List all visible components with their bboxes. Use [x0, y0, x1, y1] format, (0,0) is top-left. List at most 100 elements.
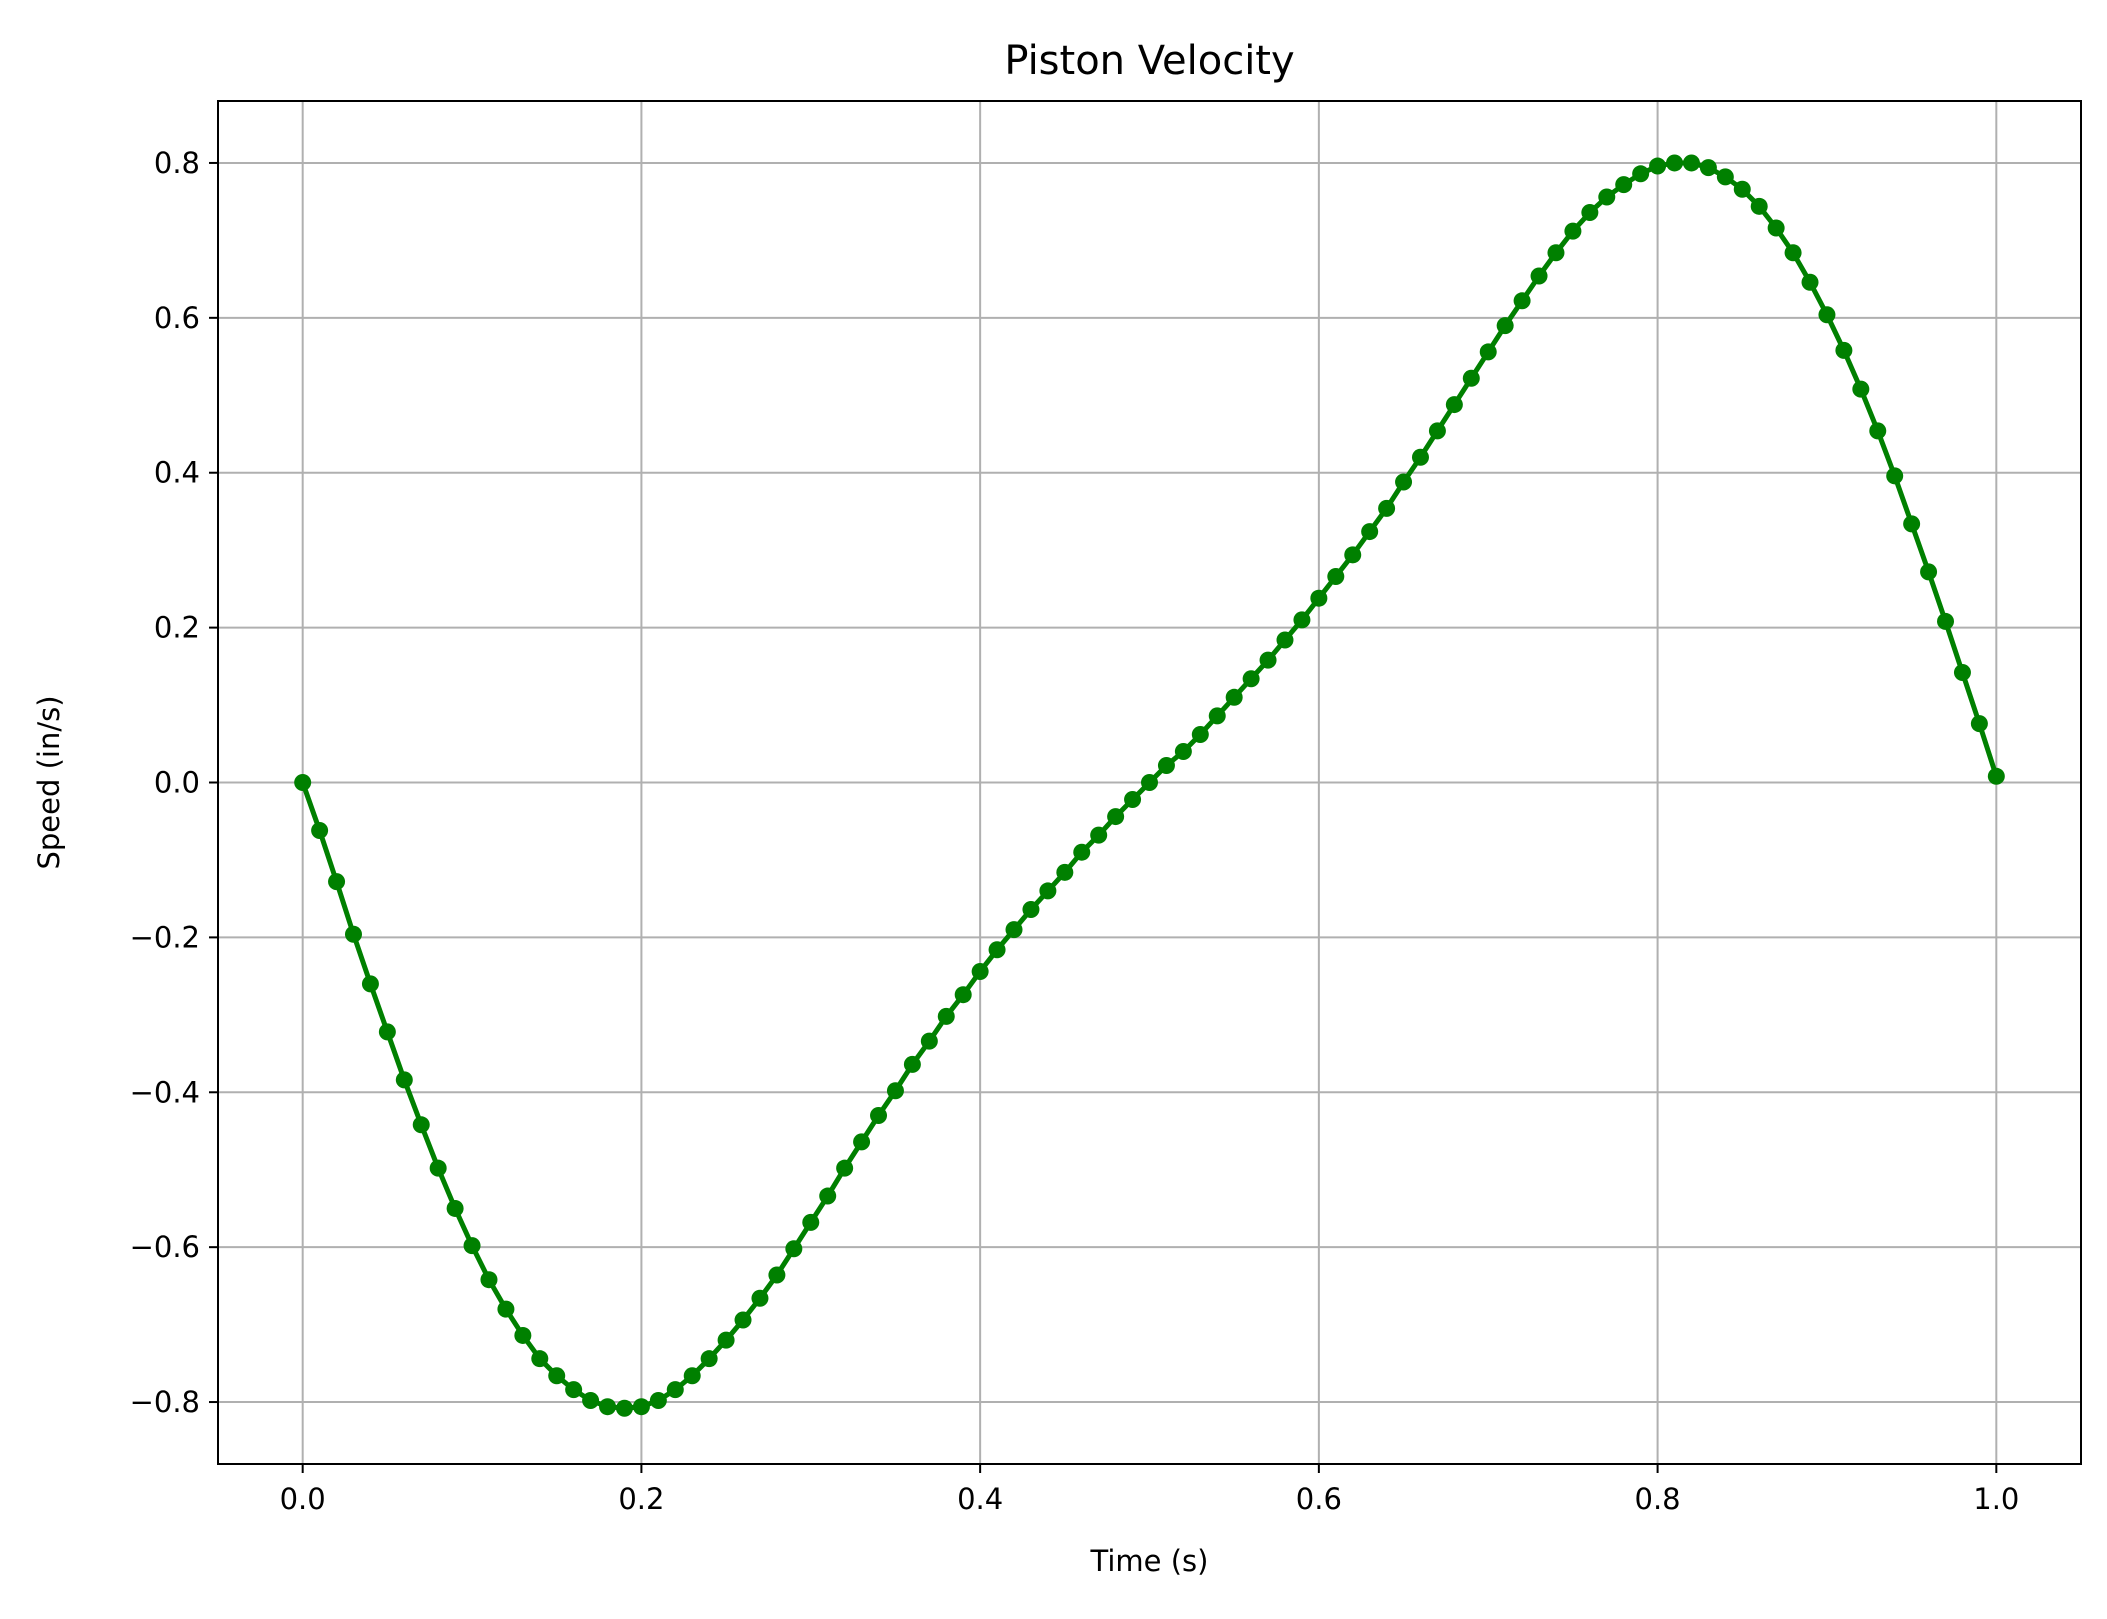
data-point — [1141, 774, 1158, 791]
data-point — [1242, 670, 1260, 688]
x-tick-label: 1.0 — [1973, 1482, 2019, 1516]
data-point — [954, 986, 972, 1004]
data-point — [886, 1082, 904, 1100]
data-point — [870, 1107, 888, 1125]
data-point — [920, 1032, 938, 1050]
data-point — [1479, 343, 1497, 361]
data-point — [1784, 244, 1802, 262]
data-point — [311, 822, 329, 840]
data-point — [1208, 707, 1226, 725]
data-point — [395, 1071, 413, 1089]
y-tick-label: 0.4 — [154, 456, 200, 490]
y-tick-label: −0.4 — [130, 1075, 200, 1109]
data-point — [1598, 188, 1616, 206]
data-point — [1903, 515, 1921, 533]
data-point — [1886, 467, 1904, 485]
data-point — [802, 1213, 820, 1231]
data-point — [1496, 317, 1514, 335]
data-point — [514, 1326, 532, 1344]
data-point — [582, 1392, 600, 1409]
x-tick-label: 0.4 — [957, 1482, 1003, 1516]
series-0 — [294, 154, 2005, 1417]
data-point — [1970, 715, 1988, 733]
data-point — [768, 1266, 786, 1284]
data-point — [1869, 422, 1887, 440]
data-point — [1310, 589, 1328, 607]
data-point — [1682, 154, 1700, 172]
data-point — [1937, 612, 1955, 630]
data-point — [1987, 767, 2005, 785]
data-point — [1649, 157, 1667, 175]
x-axis: 0.0 0.2 0.4 0.6 0.8 1.0 — [280, 1464, 2019, 1516]
data-point — [1293, 611, 1311, 629]
x-tick-label: 0.2 — [618, 1482, 664, 1516]
data-point — [1801, 273, 1819, 291]
series-layer — [294, 154, 2005, 1417]
data-point — [1005, 921, 1023, 939]
data-point — [344, 925, 362, 943]
data-point — [1462, 369, 1480, 387]
data-point — [819, 1187, 837, 1205]
y-tick-label: 0.0 — [154, 766, 200, 800]
y-tick-label: 0.6 — [154, 301, 200, 335]
data-point — [378, 1023, 396, 1041]
y-axis-label: Speed (in/s) — [32, 695, 66, 869]
data-point — [1191, 725, 1209, 743]
y-axis: −0.8 −0.6 −0.4 −0.2 0.0 0.2 0.4 0.6 0.8 — [130, 146, 218, 1419]
data-point — [1056, 863, 1074, 881]
data-point — [666, 1381, 684, 1399]
data-point — [1259, 651, 1277, 669]
data-point — [1581, 204, 1599, 222]
data-point — [328, 873, 346, 891]
data-point — [1767, 219, 1785, 237]
data-point — [1547, 244, 1565, 262]
data-point — [1750, 197, 1768, 215]
x-tick-label: 0.6 — [1296, 1482, 1342, 1516]
y-tick-label: −0.8 — [130, 1385, 200, 1419]
data-point — [1361, 523, 1379, 541]
data-point — [1344, 546, 1362, 564]
data-point — [1157, 756, 1175, 774]
data-point — [1225, 688, 1243, 706]
data-point — [480, 1271, 498, 1289]
data-point — [853, 1133, 871, 1151]
data-point — [294, 774, 312, 791]
data-point — [1852, 380, 1870, 398]
data-point — [1513, 292, 1531, 310]
data-point — [717, 1331, 735, 1349]
data-point — [446, 1199, 464, 1217]
data-point — [1953, 664, 1971, 682]
data-point — [971, 962, 989, 980]
data-point — [1699, 159, 1717, 177]
data-point — [1327, 568, 1345, 585]
data-point — [836, 1159, 854, 1177]
data-point — [649, 1392, 667, 1409]
y-tick-label: −0.6 — [130, 1230, 200, 1264]
data-point — [361, 975, 379, 993]
data-point — [1090, 826, 1108, 844]
data-point — [1411, 448, 1429, 466]
data-point — [412, 1116, 430, 1134]
x-tick-label: 0.8 — [1635, 1482, 1681, 1516]
data-point — [599, 1398, 617, 1416]
x-axis-label: Time (s) — [1090, 1544, 1209, 1578]
data-point — [1632, 165, 1650, 183]
data-point — [615, 1399, 633, 1417]
data-point — [497, 1300, 515, 1318]
data-point — [1835, 341, 1853, 359]
data-point — [1615, 176, 1633, 194]
data-point — [632, 1398, 650, 1416]
data-point — [1666, 154, 1684, 172]
data-point — [1395, 473, 1413, 491]
data-point — [751, 1289, 769, 1307]
data-point — [785, 1240, 803, 1258]
y-tick-label: −0.2 — [130, 920, 200, 954]
data-point — [548, 1367, 566, 1385]
data-point — [1818, 306, 1836, 324]
data-point — [1733, 180, 1751, 198]
data-point — [1039, 882, 1057, 900]
data-point — [700, 1350, 718, 1368]
data-point — [531, 1350, 549, 1368]
